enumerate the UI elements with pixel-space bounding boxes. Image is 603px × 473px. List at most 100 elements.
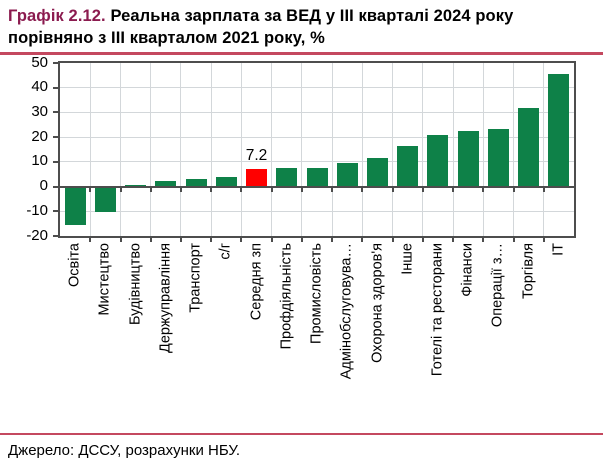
h-gridline (60, 210, 574, 212)
bottom-border-tick (179, 238, 182, 242)
zero-line-tick (542, 187, 545, 192)
bottom-border-tick (542, 238, 545, 242)
y-axis-tick-label: 30 (31, 102, 48, 120)
zero-axis-line (60, 185, 574, 188)
v-gridline (361, 63, 363, 236)
y-axis-tick (53, 210, 58, 213)
y-axis-tick-label: -20 (26, 226, 48, 244)
y-axis-tick (53, 136, 58, 139)
bottom-border-tick (89, 238, 92, 242)
top-divider-rule (0, 52, 603, 55)
bar (276, 168, 298, 187)
zero-line-tick (210, 187, 213, 192)
zero-line-tick (452, 187, 455, 192)
bar (215, 177, 237, 187)
h-gridline (60, 87, 574, 89)
y-axis-tick (53, 86, 58, 89)
zero-line-tick (89, 187, 92, 192)
y-axis-tick (53, 160, 58, 163)
bottom-border-tick (270, 238, 273, 242)
bar (306, 167, 328, 187)
x-axis-label: Охорона здоров'я (369, 243, 385, 363)
v-gridline (301, 63, 303, 236)
zero-line-tick (331, 187, 334, 192)
source-note: Джерело: ДССУ, розрахунки НБУ. (8, 442, 241, 459)
v-gridline (89, 63, 91, 236)
zero-line-tick (482, 187, 485, 192)
bar (457, 131, 479, 187)
zero-line-tick (300, 187, 303, 192)
h-gridline (60, 161, 574, 163)
bar (246, 168, 267, 187)
x-axis-label: ІТ (550, 243, 567, 256)
v-gridline (150, 63, 152, 236)
y-axis-tick-label: 0 (39, 177, 48, 195)
y-axis-tick-label: 40 (31, 78, 48, 96)
zero-line-tick (421, 187, 424, 192)
v-gridline (331, 63, 333, 236)
bar (94, 186, 116, 213)
x-axis-label: Будівництво (127, 243, 144, 326)
bar (427, 134, 449, 187)
y-axis-tick-label: 20 (31, 127, 48, 145)
bar-value-annotation: 7.2 (245, 146, 268, 164)
x-axis-label: Торгівля (520, 243, 537, 300)
v-gridline (271, 63, 273, 236)
y-axis-tick (53, 235, 58, 237)
zero-line-tick (119, 187, 122, 192)
chart-title: Графік 2.12. Реальна зарплата за ВЕД у I… (8, 5, 596, 49)
y-axis-tick (53, 62, 58, 64)
y-axis-tick-label: -10 (26, 201, 48, 219)
bottom-border-tick (361, 238, 364, 242)
zero-line-tick (270, 187, 273, 192)
bar (64, 186, 86, 225)
bar (548, 74, 570, 187)
h-gridline (60, 111, 574, 113)
plot-border (58, 61, 576, 238)
v-gridline (240, 63, 242, 236)
x-axis-label: Середня зп (248, 243, 264, 321)
bar (185, 179, 207, 187)
bottom-border-tick (300, 238, 303, 242)
x-axis-label: Держуправління (157, 243, 174, 353)
v-gridline (210, 63, 212, 236)
v-gridline (452, 63, 454, 236)
bar (155, 180, 177, 187)
y-axis-tick-label: 10 (31, 152, 48, 170)
x-axis-label: Готелі та ресторани (429, 243, 446, 377)
chart-number-label: Графік 2.12. (8, 7, 106, 25)
x-axis-label: Операції з… (489, 243, 506, 328)
y-axis-tick (53, 185, 58, 188)
zero-line-tick (361, 187, 364, 192)
bar (487, 128, 509, 187)
x-axis-label: Інше (399, 243, 416, 275)
bar (397, 145, 419, 187)
v-gridline (422, 63, 424, 236)
bottom-border-tick (149, 238, 152, 242)
x-axis-label: Транспорт (187, 243, 204, 313)
v-gridline (482, 63, 484, 236)
bottom-border-tick (421, 238, 424, 242)
v-gridline (543, 63, 545, 236)
zero-line-tick (240, 187, 243, 192)
y-axis-tick-label: 50 (31, 53, 48, 71)
bar (367, 158, 388, 187)
bottom-border-tick (452, 238, 455, 242)
bottom-divider-rule (0, 433, 603, 435)
zero-line-tick (179, 187, 182, 192)
v-gridline (120, 63, 121, 236)
bottom-border-tick (391, 238, 394, 242)
bottom-border-tick (482, 238, 485, 242)
v-gridline (180, 63, 182, 236)
bar (518, 107, 540, 187)
zero-line-tick (512, 187, 515, 192)
x-axis-label: с/г (217, 243, 234, 260)
x-axis-label: Адмінобслуговува… (338, 243, 355, 380)
v-gridline (513, 63, 514, 236)
v-gridline (392, 63, 394, 236)
zero-line-tick (391, 187, 394, 192)
bottom-border-tick (512, 238, 515, 242)
bottom-border-tick (210, 238, 213, 242)
bottom-border-tick (119, 238, 122, 242)
